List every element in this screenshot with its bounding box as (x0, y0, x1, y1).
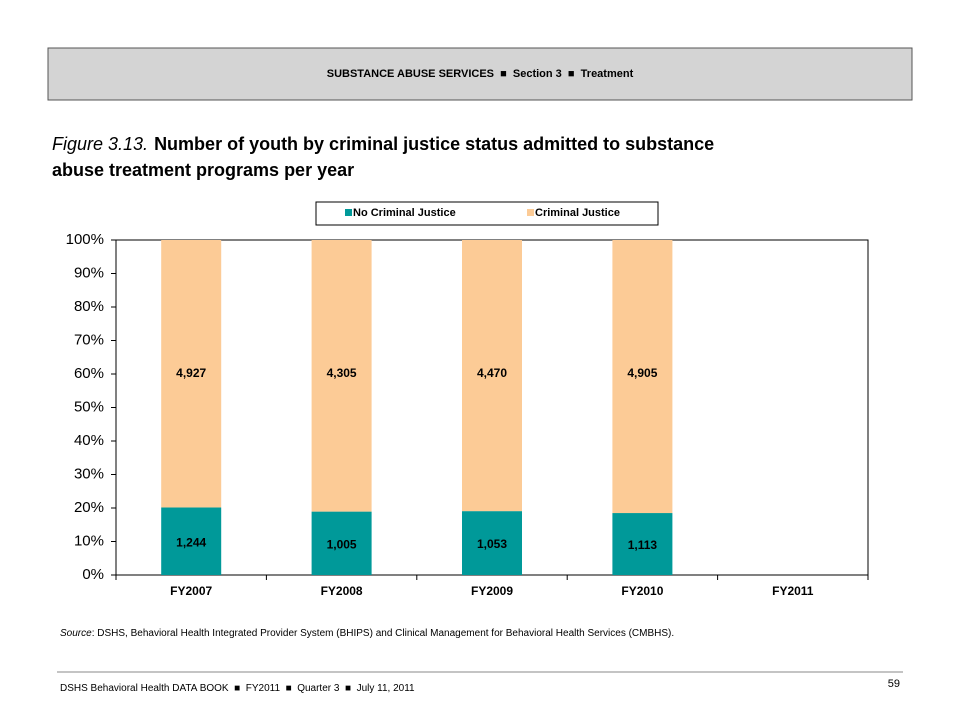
legend-label: No Criminal Justice (353, 207, 456, 219)
item-row: SUBSTANCE ABUSE SERVICES ■ Section 3 ■ T… (327, 68, 634, 80)
y-tick-label: 30% (74, 465, 104, 482)
data-label: 1,113 (628, 538, 658, 552)
legend-box (315, 201, 659, 226)
data-label: 4,927 (176, 366, 206, 380)
item: Treatment (581, 68, 634, 80)
x-tick-label: FY2011 (772, 584, 814, 598)
y-tick-label: 10% (74, 532, 104, 549)
source-label: Source (60, 628, 92, 639)
bar-segment (161, 507, 222, 575)
title-line: abuse treatment programs per year (52, 160, 354, 180)
bar-segment (612, 240, 673, 514)
item: Quarter 3 (297, 683, 340, 694)
y-tick-label: 0% (82, 566, 104, 583)
legend-swatch (527, 209, 534, 216)
y-tick-label: 60% (74, 365, 104, 382)
separator: ■ (229, 683, 246, 694)
legend-swatch (345, 209, 352, 216)
y-tick-label: 50% (74, 398, 104, 415)
legend-label: Criminal Justice (535, 207, 620, 219)
data-label: 4,905 (627, 366, 657, 380)
y-tick-label: 20% (74, 499, 104, 516)
x-tick-label: FY2010 (621, 584, 663, 598)
title-line: Number of youth by criminal justice stat… (154, 134, 714, 154)
item: FY2011 (246, 683, 281, 694)
data-label: 4,470 (477, 366, 507, 380)
bar-segment (311, 240, 372, 512)
item-row: DSHS Behavioral Health DATA BOOK ■ FY201… (60, 683, 415, 694)
data-label: 1,244 (176, 535, 206, 549)
page-number: 59 (888, 678, 900, 690)
bar-segment (462, 240, 522, 512)
item: Section 3 (513, 68, 562, 80)
y-tick-label: 70% (74, 331, 104, 348)
separator: ■ (280, 683, 297, 694)
source-note: Source: DSHS, Behavioral Health Integrat… (60, 628, 674, 639)
bar-segment (612, 513, 673, 575)
separator: ■ (339, 683, 356, 694)
y-tick-label: 100% (66, 231, 104, 248)
x-tick-label: FY2008 (321, 584, 363, 598)
separator: ■ (494, 68, 513, 80)
source-text: : DSHS, Behavioral Health Integrated Pro… (92, 628, 674, 639)
data-label: 1,053 (477, 537, 507, 551)
bar-segment (462, 511, 522, 575)
y-tick-label: 40% (74, 432, 104, 449)
data-label: 1,005 (327, 537, 357, 551)
x-tick-label: FY2007 (170, 584, 212, 598)
bar-segment (311, 511, 372, 575)
figure-title: Figure 3.13. Number of youth by criminal … (52, 134, 714, 154)
item: DSHS Behavioral Health DATA BOOK (60, 683, 229, 694)
separator: ■ (562, 68, 581, 80)
x-tick-label: FY2009 (471, 584, 513, 598)
y-tick-label: 90% (74, 264, 104, 281)
data-label: 4,305 (327, 366, 357, 380)
item: July 11, 2011 (357, 683, 415, 694)
y-tick-label: 80% (74, 298, 104, 315)
item: SUBSTANCE ABUSE SERVICES (327, 68, 494, 80)
bar-segment (161, 240, 222, 508)
figure-label: Figure 3.13. (52, 134, 148, 154)
header-box (47, 47, 913, 101)
